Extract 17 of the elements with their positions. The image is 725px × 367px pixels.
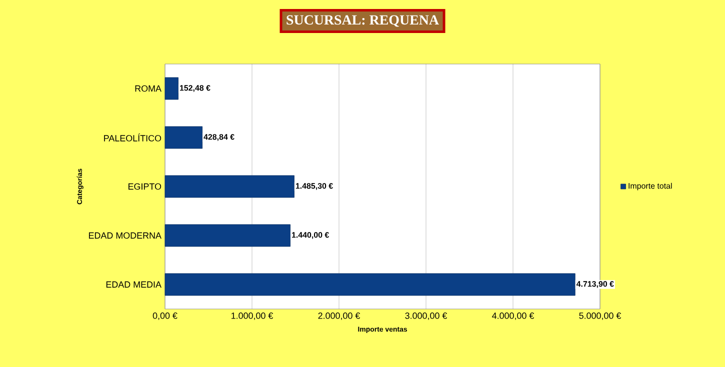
x-tick-label: 5.000,00 € — [579, 312, 622, 320]
bar — [164, 126, 203, 149]
bar — [164, 224, 290, 247]
y-tick-label: EDAD MODERNA — [88, 232, 162, 239]
bar — [164, 273, 576, 296]
bar — [164, 77, 178, 100]
x-tick-label: 3.000,00 € — [405, 312, 448, 320]
y-tick-label: EGIPTO — [128, 183, 162, 190]
x-tick-label: 4.000,00 € — [492, 312, 534, 320]
x-tick-label: 1.000,00 € — [232, 312, 274, 320]
chart-title: SUCURSAL: REQUENA — [286, 15, 439, 27]
x-tick-label: 2.000,00 € — [318, 312, 360, 320]
x-tick-label: 0,00 € — [152, 312, 178, 320]
y-tick-label: ROMA — [135, 85, 162, 92]
bar — [164, 175, 294, 198]
y-tick-label: EDAD MEDIA — [106, 281, 162, 288]
y-tick-label: PALEOLÍTICO — [104, 134, 162, 142]
